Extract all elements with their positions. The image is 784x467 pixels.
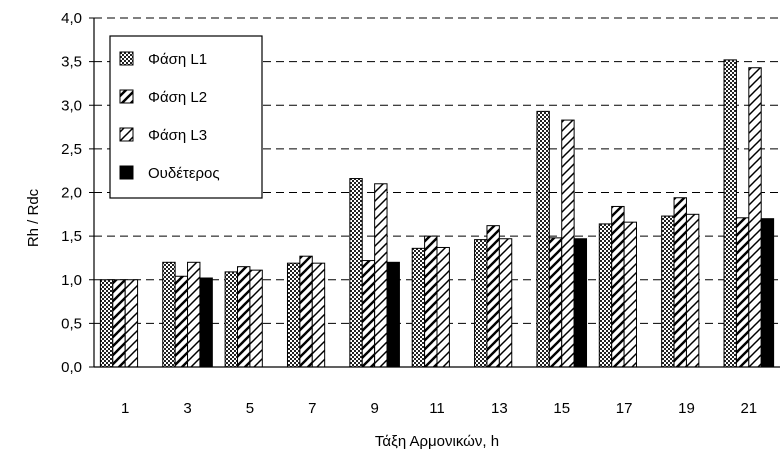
bar-checker-h11: [411, 247, 426, 368]
bar-checker-h15: [536, 110, 550, 368]
bar-diagonal-light-h3: [187, 261, 201, 368]
bar-solid-black-h21: [760, 218, 775, 368]
legend: Φάση L1 Φάση L2 Φάση L3 Ουδέτερος: [109, 35, 263, 199]
bar-diagonal-h1: [112, 279, 126, 368]
bar-diagonal-h13: [486, 225, 500, 368]
legend-label: Ουδέτερος: [148, 165, 220, 182]
y-tick-label: 1,0: [61, 272, 82, 289]
bar-checker-h9: [349, 178, 363, 368]
legend-box: [109, 35, 263, 199]
x-tick-label: 21: [740, 400, 757, 417]
x-tick-label: 5: [246, 400, 254, 417]
bar-checker-h21: [723, 59, 737, 368]
bar-diagonal-h3: [174, 275, 189, 368]
x-tick-label: 13: [491, 400, 508, 417]
bar-checker-h5: [224, 271, 239, 368]
x-tick-label: 1: [121, 400, 129, 417]
bar-solid-black-h15: [573, 238, 588, 368]
bar-diagonal-light-h5: [249, 269, 263, 368]
legend-swatch: [119, 127, 134, 142]
bar-diagonal-light-h1: [124, 279, 139, 368]
bar-solid-black-h9: [386, 261, 400, 368]
bar-diagonal-light-h7: [311, 262, 326, 368]
y-tick-label: 1,5: [61, 228, 82, 245]
legend-label: Φάση L2: [148, 89, 207, 106]
bar-checker-h19: [661, 215, 675, 368]
bar-diagonal-light-h21: [748, 67, 762, 368]
legend-swatch: [119, 165, 134, 180]
bar-diagonal-h19: [673, 197, 687, 368]
x-tick-label: 3: [183, 400, 191, 417]
legend-label: Φάση L3: [148, 127, 207, 144]
legend-label: Φάση L1: [148, 51, 207, 68]
x-tick-label: 7: [308, 400, 316, 417]
bar-checker-h7: [286, 262, 301, 368]
bar-diagonal-light-h15: [561, 119, 575, 368]
x-tick-label: 9: [370, 400, 378, 417]
bar-diagonal-h9: [361, 260, 376, 368]
legend-swatch: [119, 51, 134, 66]
bar-diagonal-light-h17: [623, 221, 637, 368]
bar-checker-h13: [474, 239, 488, 368]
bar-diagonal-light-h11: [436, 246, 450, 368]
y-tick-label: 0,0: [61, 359, 82, 376]
x-tick-label: 19: [678, 400, 695, 417]
y-tick-label: 0,5: [61, 315, 82, 332]
bar-diagonal-h7: [299, 255, 313, 368]
bar-diagonal-light-h19: [685, 213, 700, 368]
y-tick-label: 3,5: [61, 54, 82, 71]
y-tick-label: 2,0: [61, 185, 82, 202]
bar-checker-h3: [162, 261, 176, 368]
bar-checker-h1: [99, 279, 114, 368]
bar-diagonal-light-h9: [374, 183, 388, 368]
bar-diagonal-h15: [548, 237, 563, 368]
tick-labels: 0,00,51,01,52,02,53,03,54,01 3 5 7 9 11 13 15 17…: [61, 10, 757, 417]
y-tick-label: 4,0: [61, 10, 82, 27]
y-tick-label: 3,0: [61, 97, 82, 114]
bar-solid-black-h3: [199, 277, 213, 368]
bar-diagonal-light-h13: [498, 238, 513, 368]
x-tick-label: 11: [429, 400, 445, 417]
bar-checker-h17: [598, 223, 613, 368]
x-axis-label: Τάξη Αρμονικών, h: [375, 433, 499, 450]
y-tick-label: 2,5: [61, 141, 82, 158]
x-tick-label: 17: [616, 400, 633, 417]
bar-diagonal-h17: [611, 205, 625, 368]
bar-diagonal-h11: [424, 235, 438, 368]
bar-diagonal-h21: [735, 217, 750, 368]
legend-swatch: [119, 89, 134, 104]
x-tick-label: 15: [553, 400, 570, 417]
y-axis-label: Rh / Rdc: [25, 188, 42, 247]
bar-diagonal-h5: [237, 266, 251, 368]
